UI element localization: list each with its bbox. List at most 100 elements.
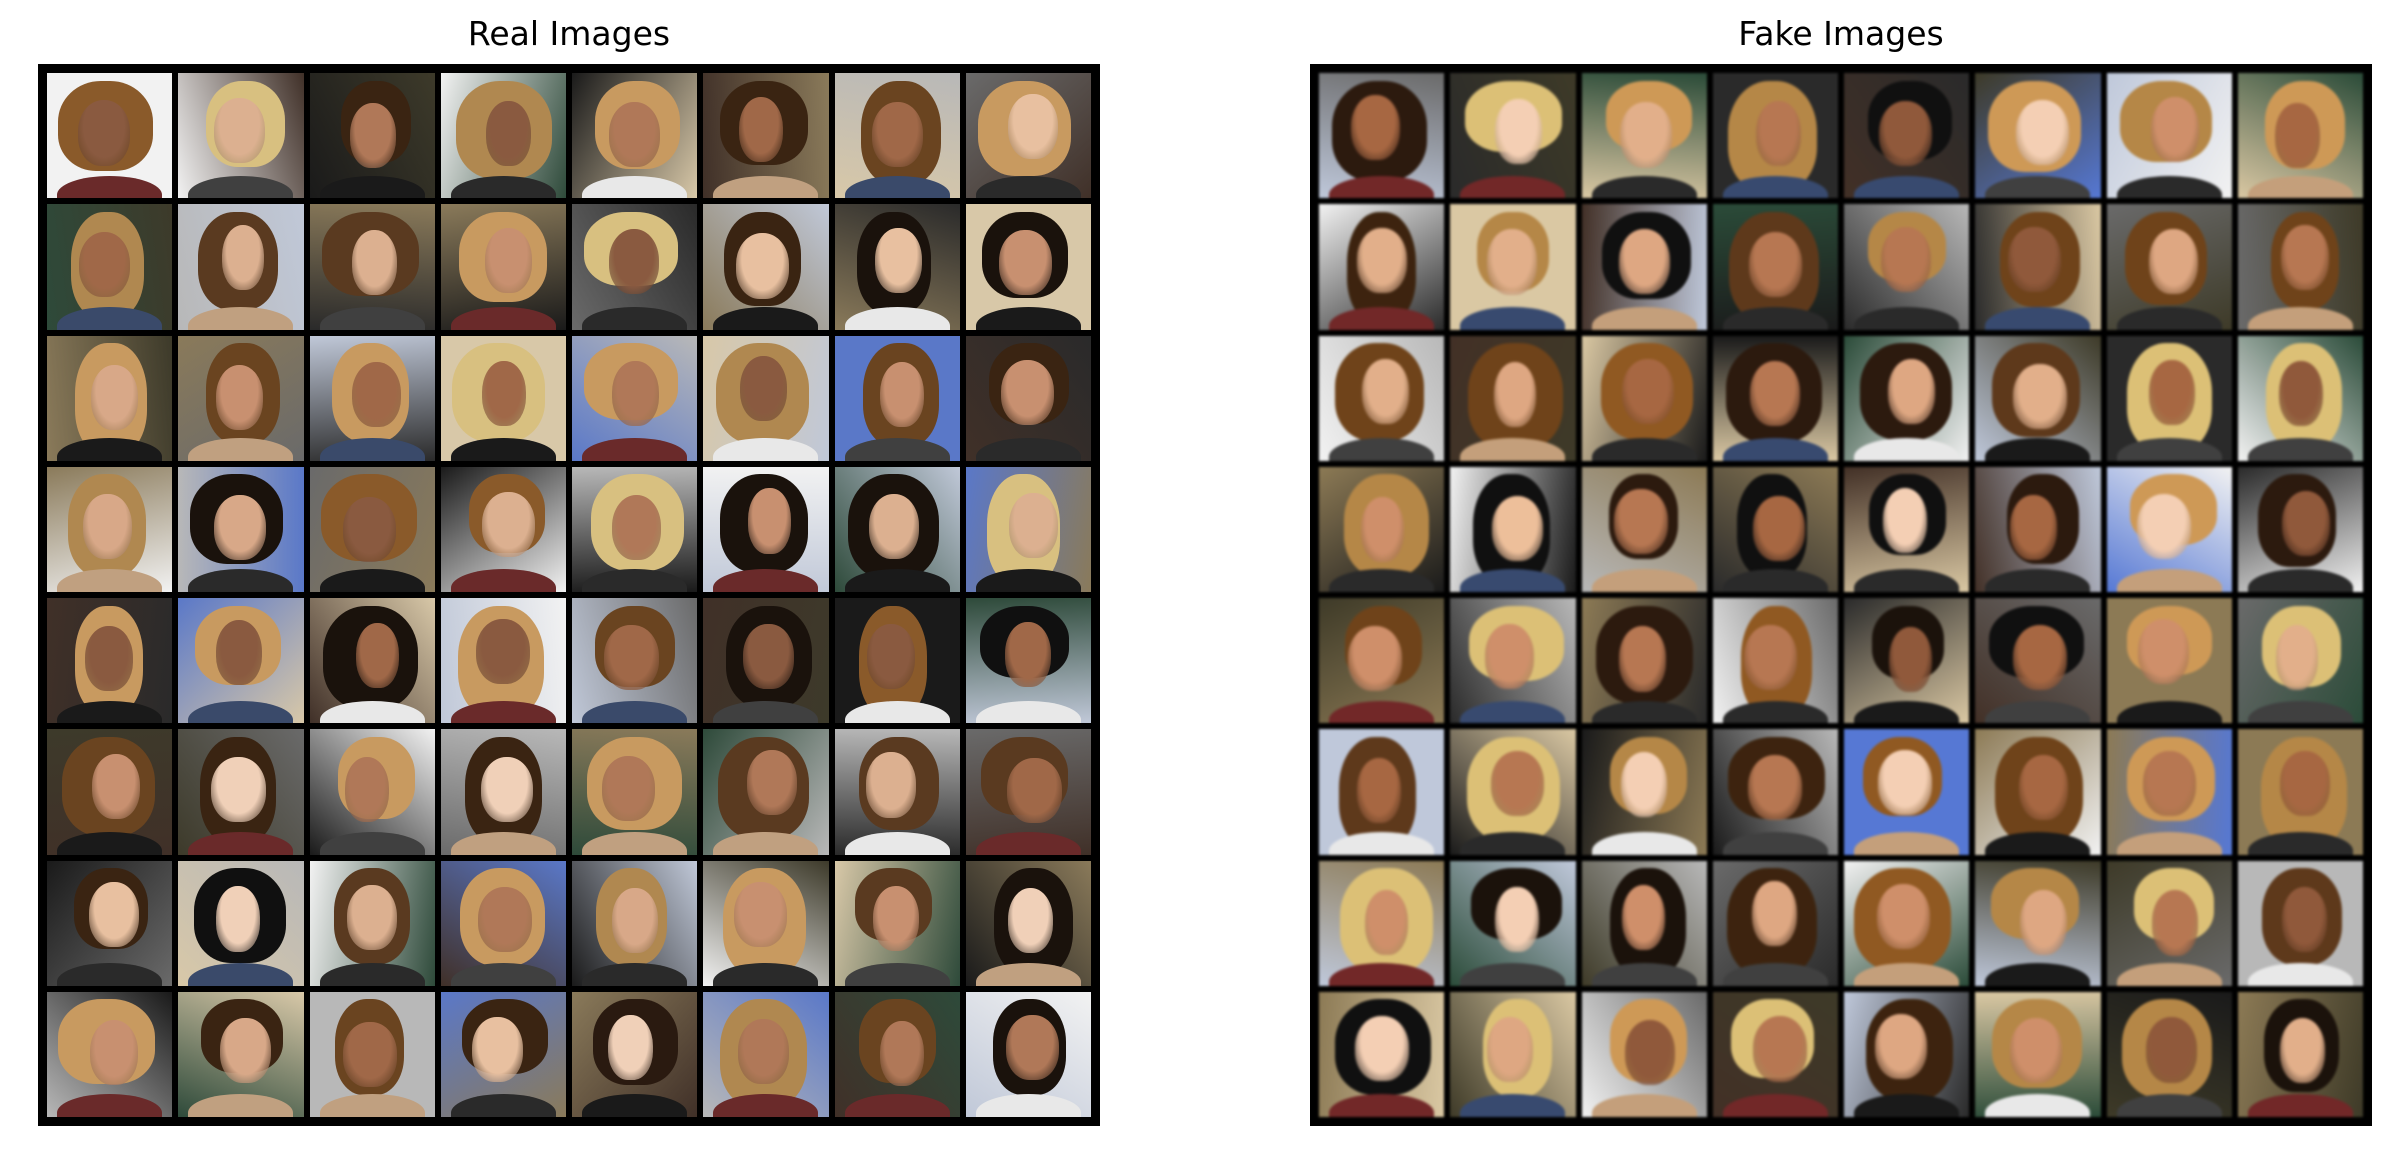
face-thumbnail — [2237, 991, 2363, 1117]
face-thumbnail — [703, 204, 829, 330]
face-thumbnail — [2106, 860, 2232, 986]
face-thumbnail — [1975, 991, 2101, 1117]
face-thumbnail — [309, 335, 435, 461]
face-thumbnail — [1319, 598, 1445, 724]
face-thumbnail — [1581, 598, 1707, 724]
face-thumbnail — [1975, 204, 2101, 330]
face-thumbnail — [178, 729, 304, 855]
fake-images-grid — [1310, 64, 2372, 1126]
face-thumbnail — [834, 729, 960, 855]
face-thumbnail — [572, 991, 698, 1117]
face-thumbnail — [834, 860, 960, 986]
face-thumbnail — [1450, 598, 1576, 724]
face-thumbnail — [965, 73, 1091, 199]
face-thumbnail — [1581, 466, 1707, 592]
face-thumbnail — [1975, 335, 2101, 461]
face-thumbnail — [2106, 466, 2232, 592]
face-thumbnail — [2106, 991, 2232, 1117]
face-thumbnail — [1844, 860, 1970, 986]
face-thumbnail — [440, 991, 566, 1117]
face-thumbnail — [572, 73, 698, 199]
face-thumbnail — [178, 598, 304, 724]
real-images-title: Real Images — [467, 14, 671, 53]
face-thumbnail — [178, 335, 304, 461]
face-thumbnail — [309, 598, 435, 724]
face-thumbnail — [2106, 335, 2232, 461]
face-thumbnail — [1450, 335, 1576, 461]
face-thumbnail — [440, 729, 566, 855]
face-thumbnail — [47, 860, 173, 986]
face-thumbnail — [703, 729, 829, 855]
face-thumbnail — [178, 466, 304, 592]
face-thumbnail — [834, 466, 960, 592]
face-thumbnail — [47, 466, 173, 592]
real-images-grid — [38, 64, 1100, 1126]
face-thumbnail — [178, 204, 304, 330]
face-thumbnail — [47, 73, 173, 199]
face-thumbnail — [2237, 466, 2363, 592]
face-thumbnail — [965, 466, 1091, 592]
face-thumbnail — [309, 73, 435, 199]
face-thumbnail — [965, 860, 1091, 986]
face-thumbnail — [440, 466, 566, 592]
face-thumbnail — [1844, 466, 1970, 592]
face-thumbnail — [1581, 729, 1707, 855]
face-thumbnail — [2106, 729, 2232, 855]
face-thumbnail — [309, 466, 435, 592]
face-thumbnail — [1319, 335, 1445, 461]
face-thumbnail — [1975, 466, 2101, 592]
face-thumbnail — [1581, 335, 1707, 461]
face-thumbnail — [1712, 73, 1838, 199]
face-thumbnail — [572, 335, 698, 461]
face-thumbnail — [1712, 204, 1838, 330]
face-thumbnail — [440, 73, 566, 199]
face-thumbnail — [1844, 73, 1970, 199]
face-thumbnail — [1712, 860, 1838, 986]
face-thumbnail — [2106, 73, 2232, 199]
face-thumbnail — [309, 991, 435, 1117]
face-thumbnail — [1975, 860, 2101, 986]
face-thumbnail — [1319, 860, 1445, 986]
face-thumbnail — [309, 204, 435, 330]
face-thumbnail — [440, 335, 566, 461]
face-thumbnail — [440, 598, 566, 724]
face-thumbnail — [178, 860, 304, 986]
face-thumbnail — [1581, 73, 1707, 199]
face-thumbnail — [2106, 598, 2232, 724]
face-thumbnail — [440, 860, 566, 986]
face-thumbnail — [1844, 335, 1970, 461]
face-thumbnail — [47, 204, 173, 330]
face-thumbnail — [2237, 598, 2363, 724]
face-thumbnail — [309, 860, 435, 986]
face-thumbnail — [703, 860, 829, 986]
face-thumbnail — [834, 204, 960, 330]
face-thumbnail — [965, 335, 1091, 461]
face-thumbnail — [965, 991, 1091, 1117]
face-thumbnail — [1975, 73, 2101, 199]
face-thumbnail — [1712, 598, 1838, 724]
face-thumbnail — [1712, 335, 1838, 461]
face-thumbnail — [834, 598, 960, 724]
face-thumbnail — [1712, 466, 1838, 592]
face-thumbnail — [572, 598, 698, 724]
face-thumbnail — [2106, 204, 2232, 330]
face-thumbnail — [965, 729, 1091, 855]
face-thumbnail — [1581, 204, 1707, 330]
face-thumbnail — [703, 335, 829, 461]
face-thumbnail — [834, 335, 960, 461]
face-thumbnail — [178, 991, 304, 1117]
face-thumbnail — [1844, 729, 1970, 855]
face-thumbnail — [703, 991, 829, 1117]
face-thumbnail — [1450, 204, 1576, 330]
face-thumbnail — [2237, 73, 2363, 199]
face-thumbnail — [965, 204, 1091, 330]
face-thumbnail — [703, 598, 829, 724]
face-thumbnail — [1450, 73, 1576, 199]
face-thumbnail — [1712, 729, 1838, 855]
face-thumbnail — [572, 466, 698, 592]
face-thumbnail — [1450, 729, 1576, 855]
face-thumbnail — [1450, 860, 1576, 986]
face-thumbnail — [1844, 598, 1970, 724]
face-thumbnail — [2237, 860, 2363, 986]
face-thumbnail — [2237, 335, 2363, 461]
